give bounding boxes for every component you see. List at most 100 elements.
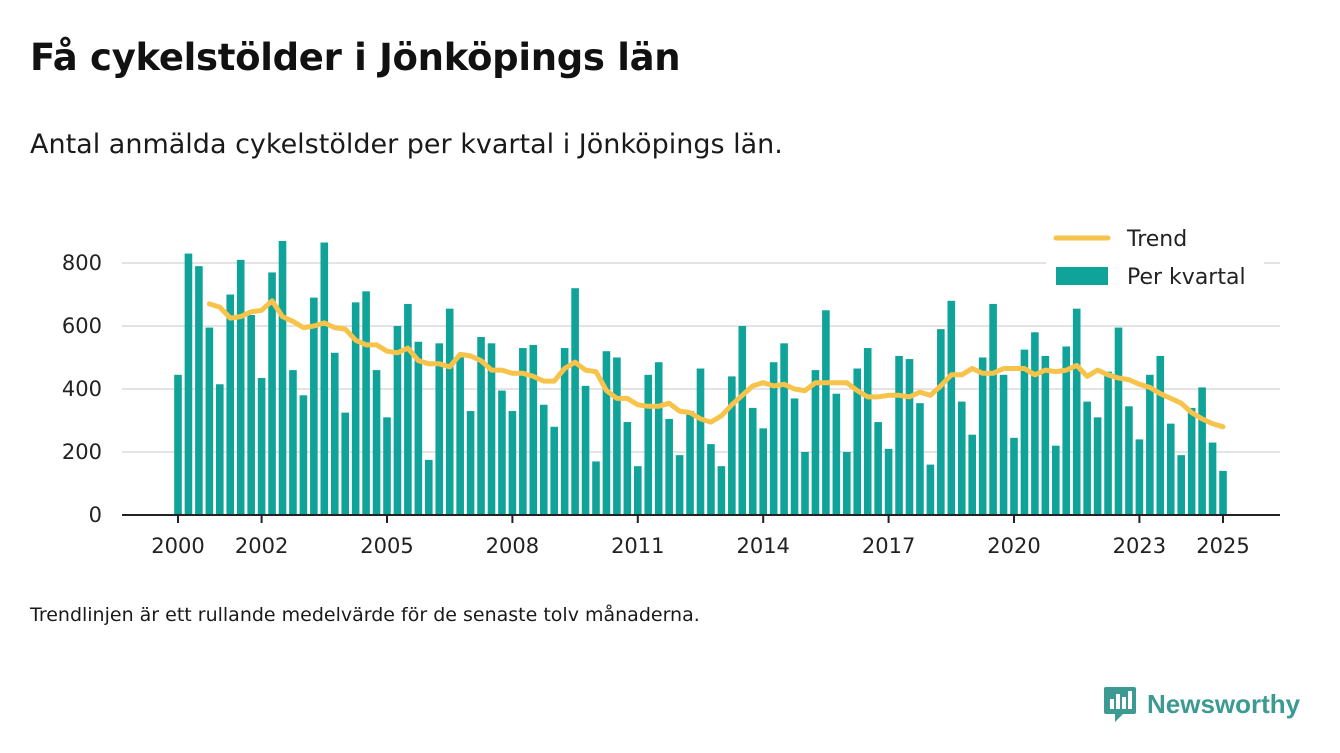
bar xyxy=(957,401,966,515)
bar xyxy=(226,294,235,515)
bar xyxy=(884,448,893,515)
bar xyxy=(1125,406,1133,515)
bar xyxy=(456,357,464,515)
bar xyxy=(351,302,360,515)
bar xyxy=(748,407,757,515)
footnote: Trendlinjen är ett rullande medelvärde f… xyxy=(30,604,700,626)
bar xyxy=(707,444,715,515)
legend-bar-label: Per kvartal xyxy=(1127,265,1246,290)
bar xyxy=(1093,417,1102,515)
bar xyxy=(1010,437,1018,515)
legend: Trend Per kvartal xyxy=(1046,226,1264,294)
bar xyxy=(790,398,799,515)
bar xyxy=(1104,371,1112,515)
bar xyxy=(937,329,945,515)
bar xyxy=(571,288,579,515)
bar xyxy=(999,374,1008,515)
bar xyxy=(592,461,600,515)
bar xyxy=(539,404,548,515)
bar xyxy=(644,374,653,515)
bar xyxy=(675,455,684,515)
bar xyxy=(634,466,642,515)
y-tick-label: 400 xyxy=(62,377,102,401)
bar xyxy=(801,452,809,515)
y-tick-label: 600 xyxy=(62,314,102,338)
bar xyxy=(832,393,841,515)
x-tick-label: 2002 xyxy=(235,534,288,558)
brand-name: Newsworthy xyxy=(1147,688,1301,719)
brand: Newsworthy xyxy=(1103,684,1300,724)
bar xyxy=(895,355,903,515)
bar xyxy=(310,297,318,515)
bar xyxy=(195,266,203,515)
bar xyxy=(1166,423,1175,515)
bar xyxy=(508,411,517,515)
bar xyxy=(445,308,454,515)
bar xyxy=(498,390,506,515)
bar xyxy=(560,348,569,515)
bar xyxy=(1135,439,1144,515)
bar xyxy=(916,403,924,515)
bar xyxy=(341,412,349,515)
bar xyxy=(1052,445,1060,515)
bar xyxy=(174,374,182,515)
chart-title: Få cykelstölder i Jönköpings län xyxy=(30,36,681,79)
bar-series xyxy=(174,240,1227,516)
bar xyxy=(717,466,726,515)
bar xyxy=(822,310,830,515)
bar xyxy=(1020,349,1029,515)
bar xyxy=(947,300,956,515)
bar xyxy=(477,337,485,515)
bar xyxy=(257,377,266,515)
bar xyxy=(1062,346,1071,515)
bar xyxy=(404,303,412,515)
bar xyxy=(1177,455,1185,515)
bar xyxy=(372,370,381,515)
bar xyxy=(1072,308,1081,515)
bar xyxy=(759,428,767,515)
trend-line xyxy=(206,298,1226,430)
bar xyxy=(278,240,287,515)
bar xyxy=(299,395,308,515)
bar xyxy=(1114,327,1123,515)
bar xyxy=(989,303,997,515)
y-tick-label: 800 xyxy=(62,251,102,275)
bar xyxy=(1146,374,1154,515)
bar xyxy=(1031,332,1039,515)
bar xyxy=(665,418,673,515)
bar xyxy=(383,417,391,515)
bar xyxy=(466,411,475,515)
bar xyxy=(289,370,297,515)
bar xyxy=(1208,442,1217,515)
bar xyxy=(1041,355,1050,515)
x-tick-label: 2020 xyxy=(987,534,1040,558)
bar xyxy=(1187,407,1196,515)
bar xyxy=(602,351,611,515)
bar xyxy=(236,259,245,515)
bar xyxy=(863,348,872,515)
bar xyxy=(853,368,862,515)
bar xyxy=(487,343,496,515)
x-tick-label: 2011 xyxy=(611,534,664,558)
bar xyxy=(330,352,339,515)
bar xyxy=(843,452,851,515)
bar xyxy=(1219,470,1227,515)
legend-trend-label: Trend xyxy=(1126,227,1187,252)
bar xyxy=(362,291,370,515)
bar xyxy=(268,272,276,515)
legend-bar-swatch xyxy=(1056,267,1108,285)
y-tick-label: 200 xyxy=(62,440,102,464)
bar xyxy=(519,348,527,515)
bar xyxy=(905,359,914,515)
bar xyxy=(529,344,538,515)
x-tick-label: 2017 xyxy=(862,534,915,558)
x-tick-label: 2025 xyxy=(1196,534,1249,558)
bar xyxy=(769,362,778,515)
bar xyxy=(874,422,882,515)
bar xyxy=(780,343,788,515)
bar xyxy=(435,343,444,515)
bar xyxy=(393,326,402,515)
bar xyxy=(216,384,224,515)
x-tick-label: 2014 xyxy=(736,534,789,558)
